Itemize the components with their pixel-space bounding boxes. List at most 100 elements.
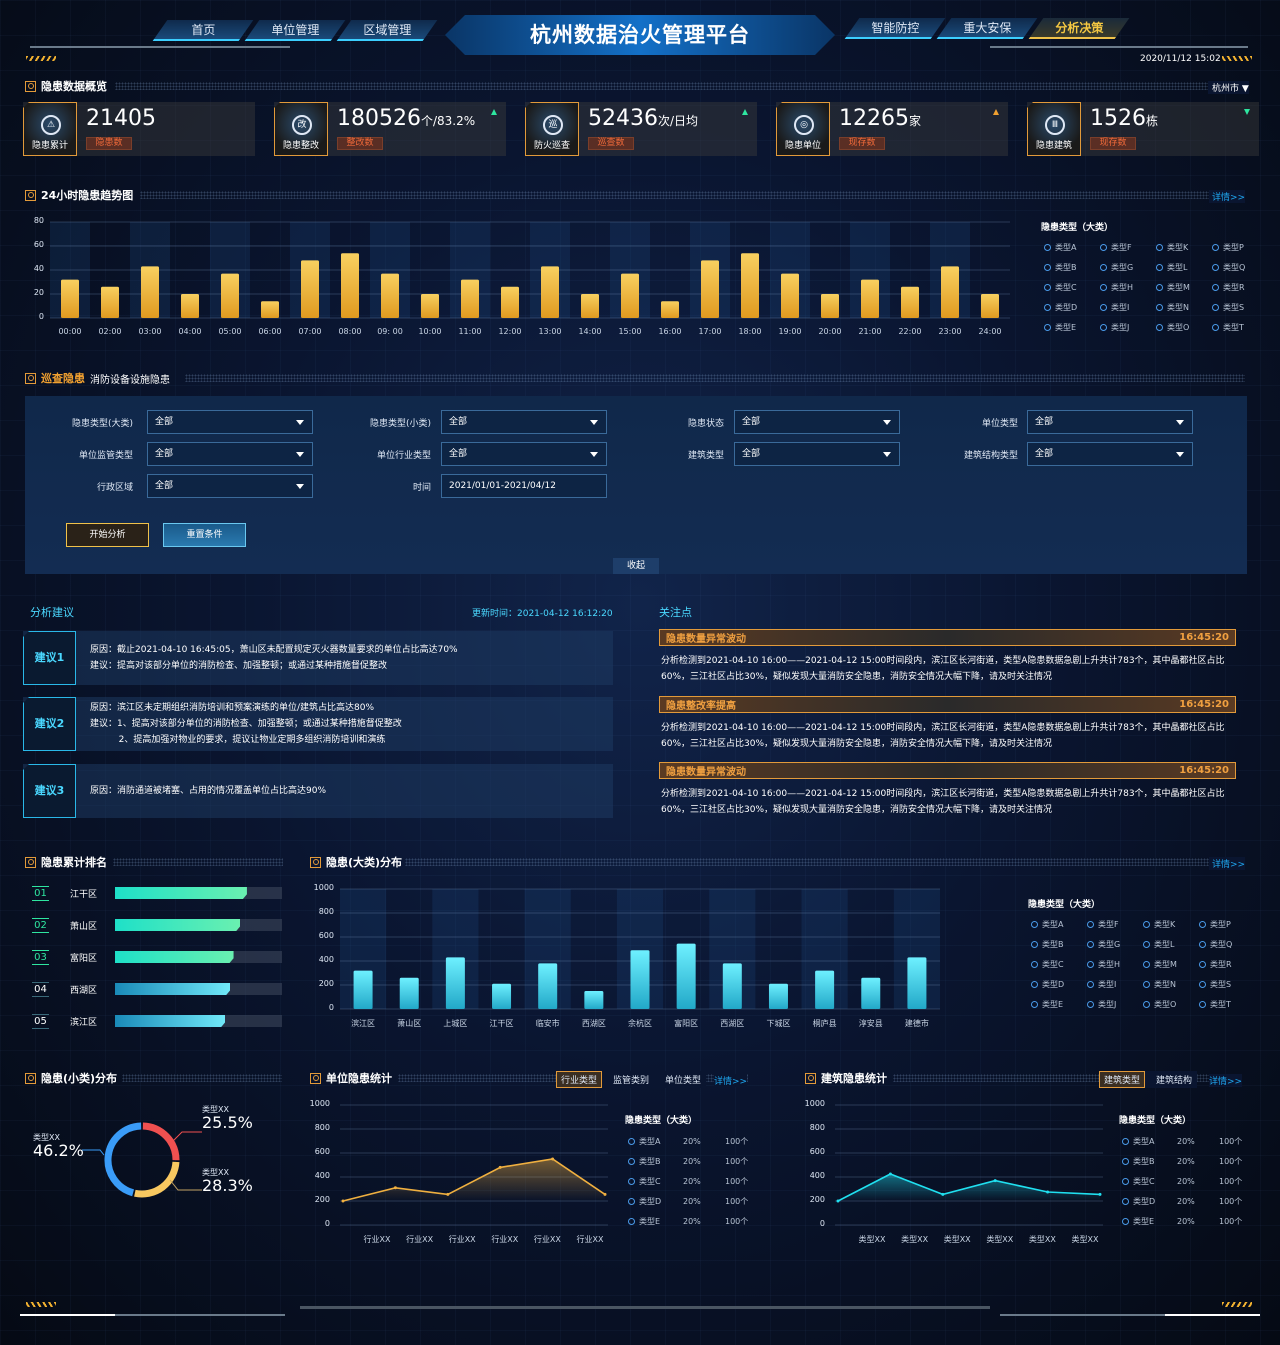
data-point[interactable] — [446, 1192, 450, 1196]
legend-item[interactable]: 类型M — [1143, 959, 1177, 970]
legend-item[interactable]: 类型D 20% 100个 — [1122, 1196, 1242, 1207]
bar[interactable] — [61, 279, 79, 318]
legend-item[interactable]: 类型B 20% 100个 — [628, 1156, 748, 1167]
legend-item[interactable]: 类型F — [1087, 919, 1119, 930]
legend-item[interactable]: 类型I — [1100, 302, 1129, 313]
bar[interactable] — [722, 963, 742, 1009]
bar[interactable] — [815, 970, 835, 1009]
tab-2[interactable]: 单位类型 — [665, 1076, 702, 1086]
legend-item[interactable]: 类型O — [1143, 999, 1176, 1010]
bar[interactable] — [981, 294, 999, 318]
legend-item[interactable]: 类型B — [1031, 939, 1064, 950]
legend-item[interactable]: 类型Q — [1212, 262, 1245, 273]
bar[interactable] — [341, 253, 359, 318]
donut-slice[interactable] — [134, 1161, 180, 1198]
bar[interactable] — [676, 943, 696, 1009]
tab-1[interactable]: 监管类别 — [613, 1076, 650, 1086]
filter-select[interactable]: 全部 — [147, 474, 313, 498]
collapse-button[interactable]: 收起 — [613, 558, 659, 574]
bar[interactable] — [821, 294, 839, 318]
legend-item[interactable]: 类型F — [1100, 242, 1132, 253]
bar[interactable] — [701, 260, 719, 318]
bar[interactable] — [421, 294, 439, 318]
data-point[interactable] — [603, 1192, 607, 1196]
legend-item[interactable]: 类型I — [1087, 979, 1116, 990]
filter-select[interactable]: 全部 — [734, 442, 900, 466]
date-range-input[interactable]: 2021/01/01-2021/04/12 — [441, 474, 607, 498]
nav-analysis-decision[interactable]: 分析决策 — [1028, 18, 1130, 39]
legend-item[interactable]: 类型D — [1044, 302, 1077, 313]
legend-item[interactable]: 类型C 20% 100个 — [628, 1176, 748, 1187]
data-point[interactable] — [1046, 1190, 1050, 1194]
legend-item[interactable]: 类型C 20% 100个 — [1122, 1176, 1242, 1187]
bar[interactable] — [381, 273, 399, 318]
filter-select[interactable]: 全部 — [441, 410, 607, 434]
trend-detail-link[interactable]: 详情>> — [1209, 190, 1246, 203]
building-detail-link[interactable]: 详情>> — [1209, 1074, 1243, 1087]
donut-slice[interactable] — [142, 1122, 180, 1161]
bar[interactable] — [630, 950, 650, 1009]
legend-item[interactable]: 类型K — [1156, 242, 1188, 253]
district-detail-link[interactable]: 详情>> — [1209, 857, 1246, 870]
donut-slice[interactable] — [104, 1122, 142, 1197]
bar[interactable] — [261, 301, 279, 318]
bar[interactable] — [541, 266, 559, 318]
legend-item[interactable]: 类型K — [1143, 919, 1175, 930]
legend-item[interactable]: 类型A — [1044, 242, 1076, 253]
bar[interactable] — [861, 977, 881, 1009]
bar[interactable] — [781, 273, 799, 318]
bar[interactable] — [941, 266, 959, 318]
unit-detail-link[interactable]: 详情>> — [714, 1074, 748, 1087]
legend-item[interactable]: 类型J — [1087, 999, 1116, 1010]
nav-major-security[interactable]: 重大安保 — [936, 18, 1038, 39]
data-point[interactable] — [1098, 1192, 1102, 1196]
data-point[interactable] — [888, 1172, 892, 1176]
legend-item[interactable]: 类型S — [1199, 979, 1231, 990]
filter-select[interactable]: 全部 — [1027, 410, 1193, 434]
bar[interactable] — [538, 963, 558, 1009]
legend-item[interactable]: 类型M — [1156, 282, 1190, 293]
legend-item[interactable]: 类型R — [1212, 282, 1245, 293]
legend-item[interactable]: 类型Q — [1199, 939, 1232, 950]
bar[interactable] — [501, 286, 519, 318]
legend-item[interactable]: 类型A — [1031, 919, 1063, 930]
legend-item[interactable]: 类型T — [1199, 999, 1231, 1010]
legend-item[interactable]: 类型A 20% 100个 — [628, 1136, 748, 1147]
legend-item[interactable]: 类型B 20% 100个 — [1122, 1156, 1242, 1167]
reset-button[interactable]: 重置条件 — [163, 523, 246, 547]
legend-item[interactable]: 类型A 20% 100个 — [1122, 1136, 1242, 1147]
bar[interactable] — [141, 266, 159, 318]
legend-item[interactable]: 类型D — [1031, 979, 1064, 990]
legend-item[interactable]: 类型E — [1031, 999, 1063, 1010]
filter-select[interactable]: 全部 — [147, 442, 313, 466]
bar[interactable] — [584, 991, 604, 1009]
filter-select[interactable]: 全部 — [441, 442, 607, 466]
legend-item[interactable]: 类型H — [1100, 282, 1133, 293]
legend-item[interactable]: 类型P — [1212, 242, 1244, 253]
filter-select[interactable]: 全部 — [147, 410, 313, 434]
nav-unit-management[interactable]: 单位管理 — [244, 20, 346, 41]
bar[interactable] — [399, 977, 419, 1009]
kpi-card[interactable]: ⚠ 隐患累计 21405 隐患数 — [23, 102, 255, 156]
kpi-card[interactable]: ◎ 隐患单位 12265家 现存数 — [776, 102, 1008, 156]
legend-item[interactable]: 类型R — [1199, 959, 1232, 970]
filter-select[interactable]: 全部 — [1027, 442, 1193, 466]
bar[interactable] — [353, 970, 373, 1009]
bar[interactable] — [181, 294, 199, 318]
bar[interactable] — [301, 260, 319, 318]
bar[interactable] — [741, 253, 759, 318]
nav-home[interactable]: 首页 — [152, 20, 254, 41]
legend-item[interactable]: 类型H — [1087, 959, 1120, 970]
legend-item[interactable]: 类型E 20% 100个 — [1122, 1216, 1242, 1227]
bar[interactable] — [101, 286, 119, 318]
start-analysis-button[interactable]: 开始分析 — [66, 523, 149, 547]
bar[interactable] — [221, 273, 239, 318]
legend-item[interactable]: 类型L — [1156, 262, 1187, 273]
bar[interactable] — [621, 273, 639, 318]
legend-item[interactable]: 类型E 20% 100个 — [628, 1216, 748, 1227]
data-point[interactable] — [993, 1179, 997, 1183]
legend-item[interactable]: 类型B — [1044, 262, 1077, 273]
bar[interactable] — [661, 301, 679, 318]
city-select[interactable]: 杭州市 ▼ — [1208, 81, 1249, 94]
bar[interactable] — [901, 286, 919, 318]
